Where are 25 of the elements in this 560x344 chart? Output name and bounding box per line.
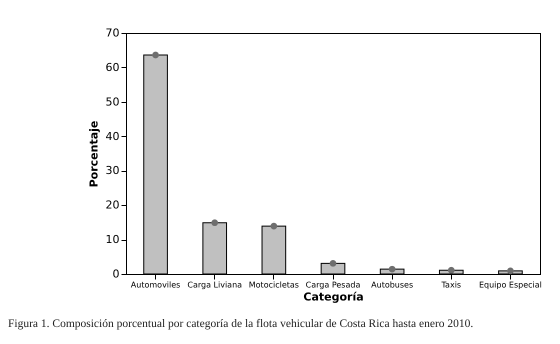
x-tick-label: Carga Pesada xyxy=(306,280,360,290)
y-tick-label: 60 xyxy=(106,60,120,74)
point xyxy=(270,222,278,230)
x-tick-label: Motocicletas xyxy=(248,280,299,290)
point xyxy=(152,52,159,58)
x-axis-title: Categoría xyxy=(303,290,364,304)
x-tick-label: Taxis xyxy=(440,280,462,290)
y-tick-label: 0 xyxy=(112,268,120,280)
y-tick-label: 40 xyxy=(106,130,120,143)
y-tick-label: 20 xyxy=(106,198,120,212)
y-tick-label: 10 xyxy=(106,233,120,246)
x-tick-label: Equipo Especial xyxy=(478,280,542,290)
y-tick-label: 70 xyxy=(106,26,120,40)
y-tick-label: 30 xyxy=(106,164,120,178)
text: Figura 1. Composición porcentual por categoría de la flota vehicular de Costa Rica hasta enero 2010. xyxy=(8,318,474,330)
y-tick-label: 50 xyxy=(106,95,120,108)
x-tick-label: Automoviles xyxy=(130,280,180,290)
x-tick-label: Carga Liviana xyxy=(187,280,242,290)
point xyxy=(211,219,218,226)
point xyxy=(388,266,396,273)
point xyxy=(507,268,514,274)
x-tick-label: Autobuses xyxy=(371,280,414,290)
point xyxy=(448,266,455,274)
point xyxy=(330,260,336,267)
y-axis-title: Porcentaje xyxy=(88,120,101,188)
